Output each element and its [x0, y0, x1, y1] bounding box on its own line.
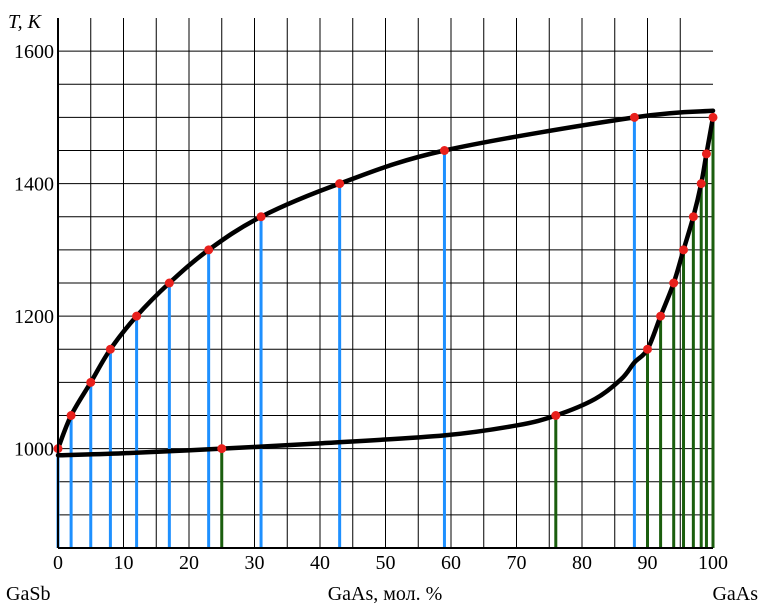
y-tick-label: 1200	[14, 306, 54, 328]
y-tick-label: 1400	[14, 174, 54, 196]
x-tick-label: 0	[53, 552, 63, 574]
data-point	[66, 411, 76, 420]
data-point	[656, 311, 666, 321]
x-left-end-label: GaSb	[6, 583, 50, 605]
x-tick-label: 80	[572, 552, 592, 574]
data-point	[708, 112, 718, 122]
data-point	[551, 411, 561, 420]
x-tick-label: 20	[179, 552, 199, 574]
x-axis-label: GaAs, мол. %	[328, 583, 443, 605]
data-point	[629, 112, 639, 122]
x-right-end-label: GaAs	[712, 583, 758, 605]
data-point	[132, 311, 142, 321]
data-point	[696, 179, 706, 189]
markers-layer	[53, 112, 718, 454]
x-tick-label: 100	[698, 552, 728, 574]
x-tick-label: 60	[441, 552, 461, 574]
grid-layer	[58, 18, 713, 548]
x-tick-label: 30	[245, 552, 265, 574]
x-tick-label: 10	[114, 552, 134, 574]
drop-lines-layer	[56, 117, 715, 548]
x-tick-label: 90	[638, 552, 658, 574]
data-point	[217, 444, 227, 454]
data-point	[164, 278, 174, 288]
x-tick-label: 40	[310, 552, 330, 574]
data-point	[86, 377, 96, 387]
x-tick-label: 70	[507, 552, 527, 574]
axes-layer: 0 10 20 30 40 50 60 70 80 90 100 1000 1200 1400 1600	[14, 18, 728, 574]
data-point	[105, 344, 115, 354]
y-tick-label: 1000	[14, 439, 54, 461]
data-point	[669, 278, 679, 288]
data-point	[335, 179, 345, 189]
y-tick-label: 1600	[14, 41, 54, 63]
data-point	[688, 212, 698, 222]
x-tick-label: 50	[376, 552, 396, 574]
data-point	[204, 245, 214, 255]
data-point	[701, 149, 711, 159]
y-axis-label: T, К	[8, 11, 43, 33]
data-point	[439, 146, 449, 155]
data-point	[256, 212, 266, 222]
data-point	[643, 344, 652, 354]
data-point	[679, 245, 689, 255]
